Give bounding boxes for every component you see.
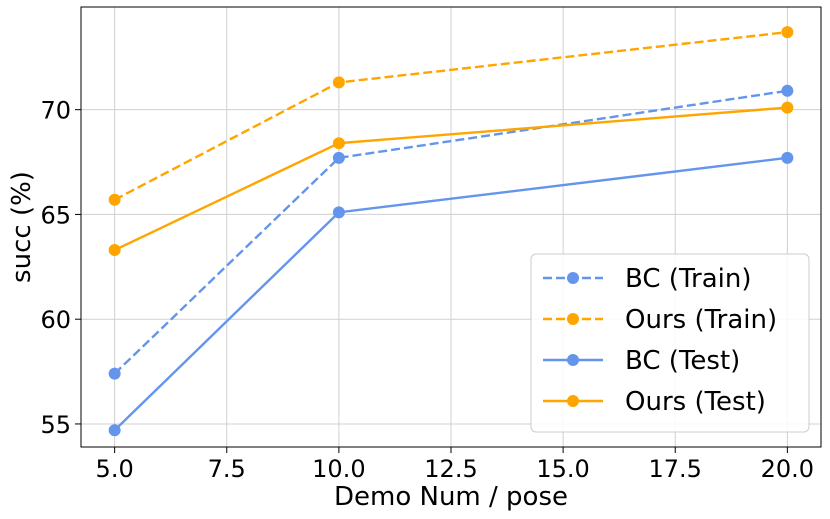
series-line-bc-train [113, 89, 788, 375]
data-point-ours-test [332, 137, 345, 150]
data-point-bc-test [108, 424, 121, 437]
series-bc-train [108, 84, 794, 380]
data-point-bc-train [108, 367, 121, 380]
y-tick-label: 55 [40, 411, 71, 439]
legend-item-ours-test: Ours (Test) [543, 387, 766, 417]
series-layer [108, 26, 794, 437]
y-tick-label: 65 [40, 201, 71, 229]
legend-swatch-marker [567, 272, 579, 284]
legend-label: Ours (Train) [625, 305, 777, 335]
data-point-bc-test [332, 206, 345, 219]
ticks: 5.0 7.5 10.0 12.5 15.0 17.5 20.0 55 60 65 70 [40, 97, 814, 483]
y-axis-label: succ (%) [7, 171, 37, 283]
y-tick-label: 60 [40, 306, 71, 334]
legend-label: BC (Test) [625, 346, 740, 376]
legend-swatch-marker [567, 354, 579, 366]
legend-box [530, 253, 810, 433]
x-tick-label: 12.5 [424, 455, 477, 483]
data-point-bc-test [781, 151, 794, 164]
x-tick-label: 15.0 [536, 455, 589, 483]
series-ours-train [108, 26, 794, 206]
data-point-bc-train [781, 84, 794, 97]
data-point-ours-train [781, 26, 794, 39]
legend-item-ours-train: Ours (Train) [543, 305, 777, 335]
legend-item-bc-train: BC (Train) [543, 264, 751, 294]
x-tick-label: 5.0 [96, 455, 134, 483]
x-tick-label: 7.5 [208, 455, 246, 483]
series-bc-test [108, 151, 794, 437]
data-point-bc-train [332, 151, 345, 164]
y-tick-label: 70 [40, 97, 71, 125]
legend-label: BC (Train) [625, 264, 751, 294]
legend-label: Ours (Test) [625, 387, 766, 417]
data-point-ours-test [781, 101, 794, 114]
data-point-ours-train [108, 193, 121, 206]
legend-swatch-marker [567, 395, 579, 407]
legend-item-bc-test: BC (Test) [543, 346, 740, 376]
x-axis-label: Demo Num / pose [334, 482, 568, 512]
x-tick-label: 20.0 [761, 455, 814, 483]
legend: BC (Train) Ours (Train) BC (Test) Ours (Tes… [530, 253, 810, 433]
series-ours-test [108, 101, 794, 257]
data-point-ours-train [332, 76, 345, 89]
x-tick-label: 17.5 [649, 455, 702, 483]
data-point-ours-test [108, 244, 121, 257]
legend-swatch-marker [567, 313, 579, 325]
x-tick-label: 10.0 [312, 455, 365, 483]
